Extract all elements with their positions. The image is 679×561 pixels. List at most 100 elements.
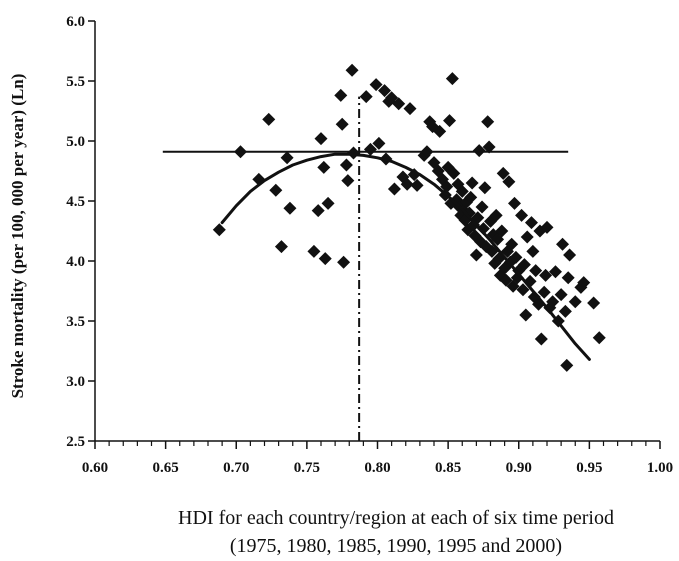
data-point — [464, 190, 478, 204]
data-point — [499, 273, 513, 287]
data-point — [443, 114, 457, 128]
data-point — [339, 158, 353, 172]
data-point — [496, 166, 510, 180]
data-point — [426, 120, 440, 134]
data-point — [369, 78, 383, 92]
plot-area — [162, 63, 606, 441]
data-point — [577, 276, 591, 290]
data-point — [403, 102, 417, 116]
data-point — [560, 358, 574, 372]
data-point — [465, 176, 479, 190]
data-point — [410, 178, 424, 192]
data-point — [307, 244, 321, 258]
data-point — [481, 115, 495, 129]
fitted-curve — [220, 152, 591, 361]
data-point — [233, 145, 247, 159]
data-point — [262, 112, 276, 126]
data-point — [345, 63, 359, 77]
x-axis-ticks: 0.60 0.65 0.70 0.75 0.80 0.85 0.90 0.95 1.00 — [82, 441, 673, 476]
data-point — [509, 250, 523, 264]
data-point — [502, 175, 516, 189]
data-point — [495, 224, 509, 238]
data-point — [455, 184, 469, 198]
y-axis-label: Stroke mortality (per 100, 000 per year)… — [8, 74, 27, 399]
data-point — [378, 84, 392, 98]
data-point — [534, 332, 548, 346]
data-point — [372, 136, 386, 150]
data-point — [520, 230, 534, 244]
data-point — [508, 196, 522, 210]
data-point — [462, 206, 476, 220]
x-tick-label: 0.80 — [364, 460, 390, 476]
data-point — [517, 258, 531, 272]
data-point — [587, 296, 601, 310]
data-point — [337, 255, 351, 269]
data-point — [359, 90, 373, 104]
x-tick-label: 1.00 — [647, 460, 673, 476]
y-axis-ticks: 2.5 3.0 3.5 4.0 4.5 5.0 5.5 6.0 — [66, 14, 95, 450]
y-tick-label: 3.5 — [66, 314, 85, 330]
data-point — [556, 237, 570, 251]
data-point — [529, 264, 543, 278]
data-point — [321, 196, 335, 210]
data-point — [489, 208, 503, 222]
data-point — [476, 222, 490, 236]
data-point — [537, 285, 551, 299]
data-point — [400, 177, 414, 191]
y-tick-label: 4.0 — [66, 254, 85, 270]
y-tick-label: 4.5 — [66, 194, 85, 210]
x-tick-label: 0.85 — [435, 460, 461, 476]
data-point — [363, 142, 377, 156]
x-axis-minor-ticks — [108, 441, 647, 446]
data-point — [341, 174, 355, 188]
data-point — [269, 183, 283, 197]
data-point — [318, 252, 332, 266]
data-point — [469, 248, 483, 262]
data-point — [526, 244, 540, 258]
data-point — [447, 166, 461, 180]
data-point — [515, 208, 529, 222]
data-point — [546, 295, 560, 309]
data-point — [516, 283, 530, 297]
x-axis-label-line-1: HDI for each country/region at each of s… — [178, 507, 614, 529]
data-point — [472, 144, 486, 158]
data-point — [440, 180, 454, 194]
data-point — [212, 223, 226, 237]
data-point — [420, 145, 434, 159]
data-point — [524, 216, 538, 230]
x-tick-label: 0.65 — [153, 460, 179, 476]
data-point — [482, 140, 496, 154]
data-point — [505, 237, 519, 251]
data-point — [392, 97, 406, 111]
data-point — [335, 117, 349, 131]
data-point — [445, 72, 459, 86]
x-tick-label: 0.75 — [294, 460, 320, 476]
data-point — [548, 265, 562, 279]
x-tick-label: 0.90 — [506, 460, 532, 476]
y-tick-label: 3.0 — [66, 374, 85, 390]
data-point — [592, 331, 606, 345]
data-point — [519, 308, 533, 322]
x-axis-label-line-2: (1975, 1980, 1985, 1990, 1995 and 2000) — [230, 535, 562, 557]
data-point — [283, 201, 297, 215]
data-point — [539, 268, 553, 282]
x-tick-label: 0.95 — [576, 460, 602, 476]
data-point — [540, 220, 554, 234]
data-point — [568, 295, 582, 309]
data-point — [311, 204, 325, 218]
data-point — [385, 91, 399, 105]
data-point — [563, 248, 577, 262]
data-point — [314, 132, 328, 146]
data-point — [558, 304, 572, 318]
y-tick-label: 5.5 — [66, 74, 85, 90]
data-point — [280, 151, 294, 165]
data-point — [478, 181, 492, 195]
data-point — [433, 124, 447, 138]
data-point — [475, 200, 489, 214]
data-point — [274, 240, 288, 254]
data-point — [334, 88, 348, 102]
x-tick-label: 0.60 — [82, 460, 108, 476]
x-tick-label: 0.70 — [223, 460, 249, 476]
y-tick-label: 2.5 — [66, 434, 85, 450]
